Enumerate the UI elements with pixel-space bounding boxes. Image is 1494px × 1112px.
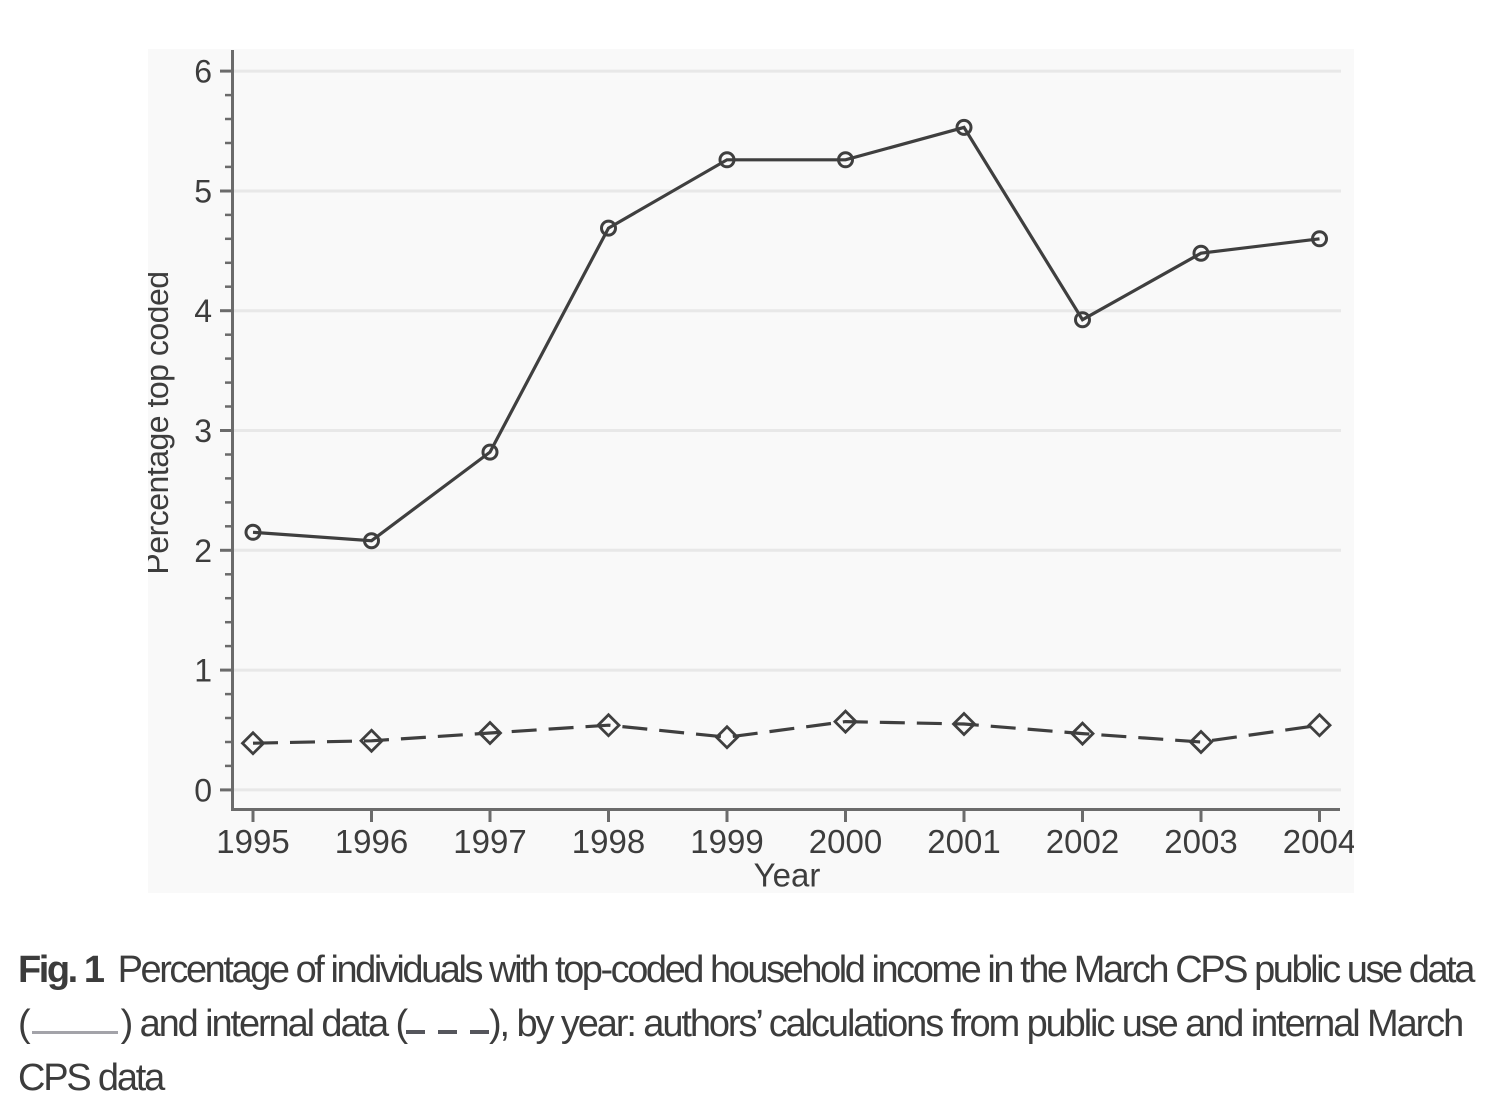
svg-text:0: 0 bbox=[194, 772, 212, 808]
svg-text:2002: 2002 bbox=[1046, 823, 1119, 860]
svg-text:2001: 2001 bbox=[927, 823, 1000, 860]
svg-text:1996: 1996 bbox=[335, 823, 408, 860]
svg-text:Year: Year bbox=[754, 857, 821, 894]
svg-text:1999: 1999 bbox=[690, 823, 763, 860]
svg-text:2000: 2000 bbox=[809, 823, 882, 860]
svg-text:2003: 2003 bbox=[1164, 823, 1237, 860]
svg-text:2004: 2004 bbox=[1283, 823, 1354, 860]
svg-text:6: 6 bbox=[194, 54, 212, 90]
svg-text:Percentage top coded: Percentage top coded bbox=[148, 271, 175, 574]
svg-text:1998: 1998 bbox=[572, 823, 645, 860]
svg-text:5: 5 bbox=[194, 174, 212, 210]
svg-text:3: 3 bbox=[194, 413, 212, 449]
svg-text:1995: 1995 bbox=[216, 823, 289, 860]
svg-text:2: 2 bbox=[194, 533, 212, 569]
svg-text:1: 1 bbox=[194, 653, 212, 689]
svg-text:4: 4 bbox=[194, 293, 212, 329]
svg-text:1997: 1997 bbox=[453, 823, 526, 860]
